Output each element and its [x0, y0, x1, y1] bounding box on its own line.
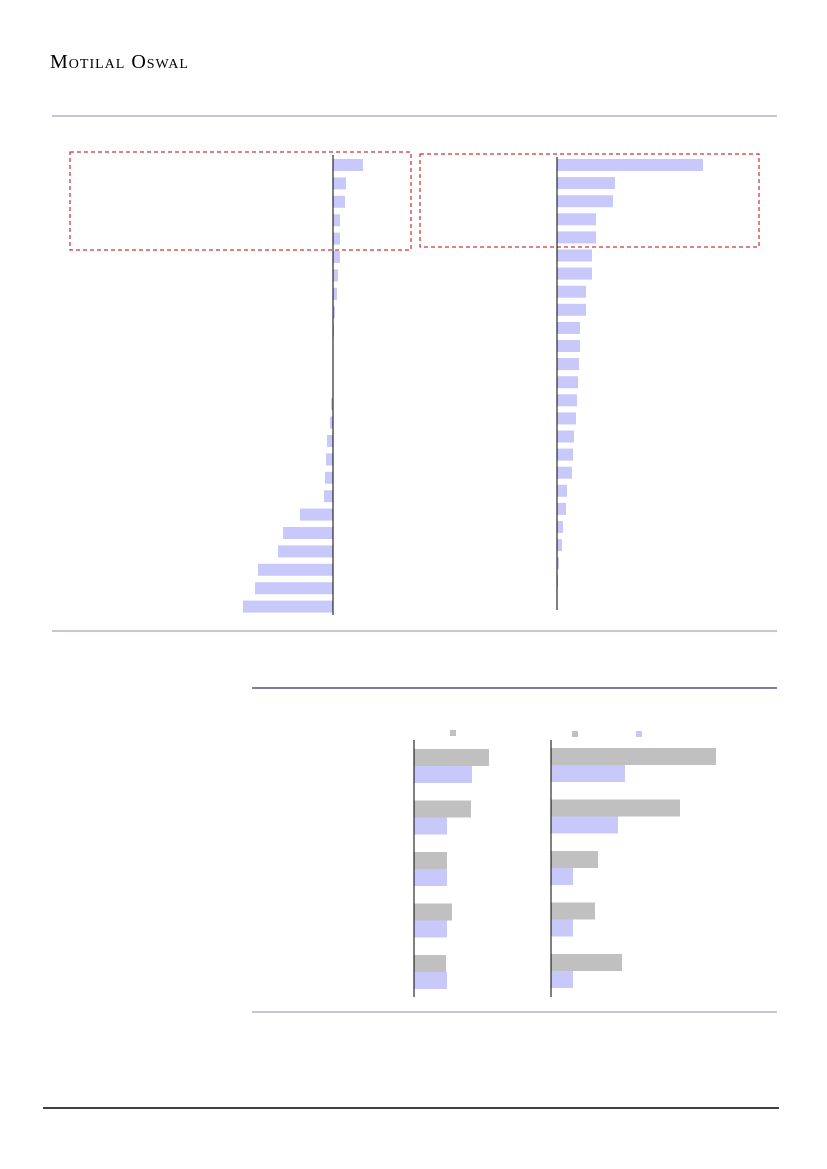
legend-swatch	[636, 731, 642, 737]
bar	[333, 232, 340, 245]
bar	[557, 267, 592, 280]
bar	[326, 453, 333, 466]
highlight-box	[419, 153, 760, 248]
bar	[557, 285, 586, 298]
bar	[333, 195, 345, 208]
bar	[414, 749, 489, 766]
legend-swatch	[572, 731, 578, 737]
bar	[278, 545, 333, 558]
bar	[414, 817, 447, 835]
bar	[557, 539, 562, 552]
bar	[557, 430, 574, 443]
bar	[414, 766, 472, 783]
bar	[551, 851, 598, 868]
bar	[557, 466, 572, 479]
bar	[414, 903, 452, 921]
bar	[283, 527, 333, 539]
bar	[325, 471, 333, 484]
bar	[330, 416, 333, 429]
bar	[557, 448, 573, 461]
bar	[414, 800, 471, 818]
bar	[551, 919, 573, 937]
bar	[551, 902, 595, 920]
bar	[557, 249, 592, 262]
bar	[333, 177, 346, 190]
bar	[333, 287, 337, 300]
bar	[255, 582, 333, 595]
bar	[551, 954, 622, 971]
bar	[243, 600, 333, 613]
bar	[300, 508, 333, 521]
bar	[333, 269, 338, 282]
bar	[327, 435, 333, 447]
bar	[557, 557, 559, 570]
bar	[333, 214, 340, 227]
bar	[414, 920, 447, 938]
highlight-box	[69, 151, 412, 251]
legend-swatch	[450, 730, 456, 736]
bar	[557, 412, 576, 425]
bar	[551, 868, 573, 885]
bar	[557, 303, 586, 316]
bar	[551, 816, 618, 834]
bar	[557, 394, 577, 407]
bar	[333, 306, 335, 319]
bar	[331, 398, 333, 411]
bar	[551, 765, 625, 782]
bar	[557, 177, 615, 190]
bar	[557, 213, 596, 226]
bar	[551, 971, 573, 988]
bar	[324, 490, 333, 503]
bar	[258, 563, 333, 576]
bar	[557, 340, 580, 352]
bar	[333, 159, 363, 171]
bar	[557, 376, 578, 389]
bar	[557, 502, 566, 515]
bar	[414, 869, 447, 886]
bar	[551, 748, 716, 765]
bar	[557, 321, 580, 334]
bar	[557, 195, 613, 208]
bar	[557, 521, 563, 533]
bar	[414, 955, 446, 972]
bar	[414, 972, 447, 989]
bar	[414, 852, 447, 869]
bar	[557, 484, 567, 497]
brand: Motilal Oswal	[50, 51, 189, 73]
bar	[557, 159, 703, 171]
bar	[557, 358, 579, 371]
bar	[551, 799, 680, 817]
bar	[557, 231, 596, 244]
bar	[333, 251, 340, 263]
